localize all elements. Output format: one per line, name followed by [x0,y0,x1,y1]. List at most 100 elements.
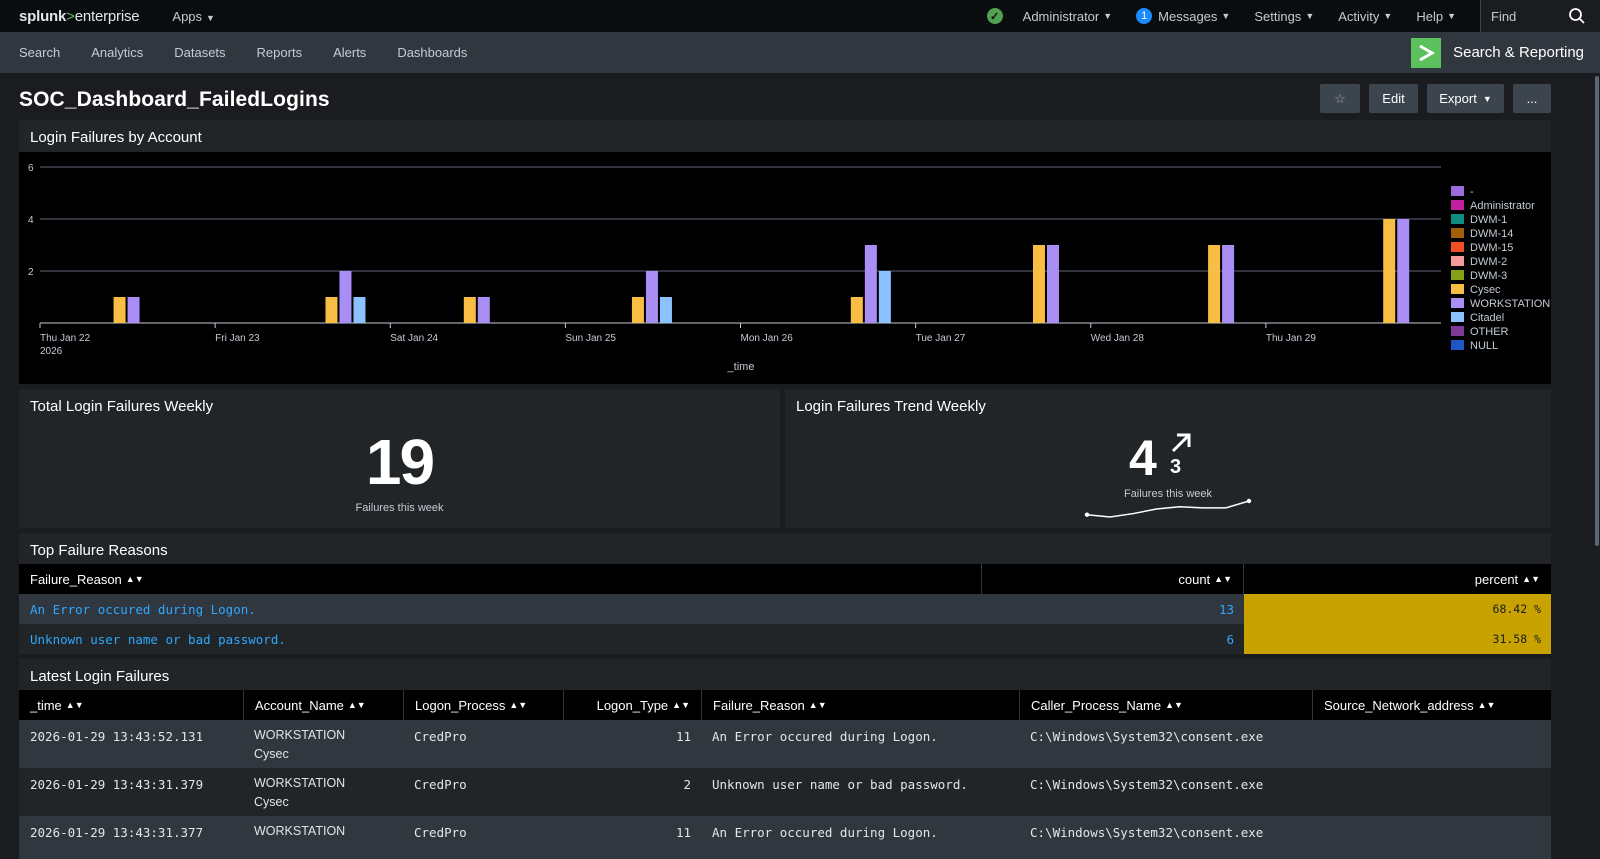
messages-label: Messages [1158,8,1218,24]
star-icon: ☆ [1334,90,1346,106]
nav-search[interactable]: Search [19,45,61,60]
legend-swatch [1451,228,1464,238]
legend-label: Citadel [1470,312,1504,324]
account-cell[interactable]: Cysec [254,795,289,809]
logon-type-cell[interactable]: 11 [675,825,691,840]
time-cell[interactable]: 2026-01-29 13:43:31.379 [30,777,204,792]
failure-reason-cell[interactable]: An Error occured during Logon. [712,729,938,744]
time-cell[interactable]: 2026-01-29 13:43:52.131 [30,729,204,744]
activity-menu[interactable]: Activity ▼ [1338,9,1392,24]
edit-label: Edit [1382,91,1405,106]
bar-workstation [864,245,877,323]
table-row[interactable]: Unknown user name or bad password. 6 31.… [19,624,1551,654]
export-button[interactable]: Export ▼ [1427,84,1504,113]
logon-process-cell[interactable]: CredPro [414,729,467,744]
column-header-account-name[interactable]: Account_Name ▲▼ [244,690,404,720]
sparkline-end-point [1246,498,1252,504]
trend-value[interactable]: 4 [1129,430,1157,486]
nav-reports[interactable]: Reports [256,45,303,60]
x-tick-label: Sun Jan 25 [565,333,616,344]
caller-process-cell[interactable]: C:\Windows\System32\consent.exe [1030,777,1264,792]
search-icon[interactable] [1568,7,1586,25]
caller-process-cell[interactable]: C:\Windows\System32\consent.exe [1030,825,1264,840]
logon-type-cell[interactable]: 2 [683,777,691,792]
settings-menu[interactable]: Settings ▼ [1254,9,1314,24]
trend-up-arrow-icon [1171,433,1191,453]
user-menu[interactable]: Administrator ▼ [1023,9,1113,24]
caller-process-cell[interactable]: C:\Windows\System32\consent.exe [1030,729,1264,744]
account-cell[interactable]: WORKSTATION [254,728,346,742]
total-failures-value[interactable]: 19 [365,426,435,498]
sort-icon: ▲▼ [125,574,144,584]
column-header-count[interactable]: count ▲▼ [982,564,1244,594]
x-year-label: 2026 [40,346,63,357]
reason-cell[interactable]: An Error occured during Logon. [30,602,256,617]
failure-reason-cell[interactable]: An Error occured during Logon. [712,825,938,840]
logon-process-cell[interactable]: CredPro [414,777,467,792]
account-cell[interactable]: WORKSTATION [254,824,346,838]
failure-reason-cell[interactable]: Unknown user name or bad password. [712,777,968,792]
trend-panel: Login Failures Trend Weekly 4 3 Failures… [785,389,1551,528]
logo-brand: splunk [19,7,67,25]
sort-icon: ▲▼ [808,700,827,710]
bar-citadel [659,297,672,323]
apps-menu[interactable]: Apps ▼ [172,9,215,24]
chevron-down-icon: ▼ [1305,11,1315,21]
table-row[interactable]: 2026-01-29 13:43:31.379 WORKSTATION Cyse… [19,768,1551,816]
nav-alerts[interactable]: Alerts [333,45,367,60]
column-header-logon-process[interactable]: Logon_Process ▲▼ [404,690,564,720]
table-row[interactable]: 2026-01-29 13:43:31.377 WORKSTATION Cred… [19,816,1551,859]
sort-icon: ▲▼ [347,700,366,710]
percent-cell[interactable]: 68.42 % [1244,594,1551,624]
page-scrollbar-thumb[interactable] [1595,76,1599,546]
column-header-caller-process[interactable]: Caller_Process_Name ▲▼ [1020,690,1313,720]
count-cell[interactable]: 6 [1226,632,1234,647]
app-title[interactable]: Search & Reporting [1411,37,1584,68]
legend-label: DWM-15 [1470,242,1513,254]
edit-button[interactable]: Edit [1369,84,1418,113]
help-menu[interactable]: Help ▼ [1416,9,1456,24]
latest-title: Latest Login Failures [30,668,170,685]
table-row[interactable]: 2026-01-29 13:43:52.131 WORKSTATION Cyse… [19,720,1551,768]
column-header-failure-reason[interactable]: Failure_Reason ▲▼ [702,690,1020,720]
splunk-logo[interactable]: splunk>enterprise [19,7,140,25]
reason-cell[interactable]: Unknown user name or bad password. [30,632,286,647]
column-header-failure-reason[interactable]: Failure_Reason ▲▼ [19,564,982,594]
column-header-time[interactable]: _time ▲▼ [19,690,244,720]
sort-icon: ▲▼ [509,700,528,710]
trend-sparkline [1084,498,1252,518]
bar-citadel [878,271,891,323]
logon-process-cell[interactable]: CredPro [414,825,467,840]
count-cell[interactable]: 13 [1218,602,1234,617]
user-label: Administrator [1022,8,1100,24]
logon-type-cell[interactable]: 11 [675,729,691,744]
x-tick-label: Wed Jan 28 [1091,333,1145,344]
bar-workstation [1222,245,1235,323]
table-row[interactable]: An Error occured during Logon. 13 68.42 … [19,594,1551,624]
nav-analytics[interactable]: Analytics [91,45,144,60]
column-header-percent[interactable]: percent ▲▼ [1244,564,1551,594]
legend-swatch [1451,298,1464,308]
account-cell[interactable]: Cysec [254,747,289,761]
trend-title: Login Failures Trend Weekly [796,398,986,415]
nav-datasets[interactable]: Datasets [174,45,226,60]
nav-dashboards[interactable]: Dashboards [397,45,468,60]
find-input[interactable]: Find [1480,0,1600,32]
legend-label: NULL [1470,340,1498,352]
chart-panel-title: Login Failures by Account [30,129,202,146]
bar-cysec [1383,219,1396,323]
column-header-logon-type[interactable]: Logon_Type ▲▼ [564,690,702,720]
apps-label: Apps [172,8,203,24]
account-cell[interactable]: WORKSTATION [254,776,346,790]
sort-icon: ▲▼ [1477,700,1496,710]
percent-cell[interactable]: 31.58 % [1244,624,1551,654]
more-actions-button[interactable]: ... [1513,84,1551,113]
bar-workstation [477,297,490,323]
favorite-star-button[interactable]: ☆ [1320,84,1360,113]
time-cell[interactable]: 2026-01-29 13:43:31.377 [30,825,204,840]
column-header-source-network-address[interactable]: Source_Network_address ▲▼ [1313,690,1551,720]
export-label: Export [1439,91,1477,106]
header-label: Source_Network_address [1324,697,1474,713]
messages-menu[interactable]: 1 Messages ▼ [1136,8,1230,24]
health-ok-icon[interactable]: ✓ [986,8,1003,24]
